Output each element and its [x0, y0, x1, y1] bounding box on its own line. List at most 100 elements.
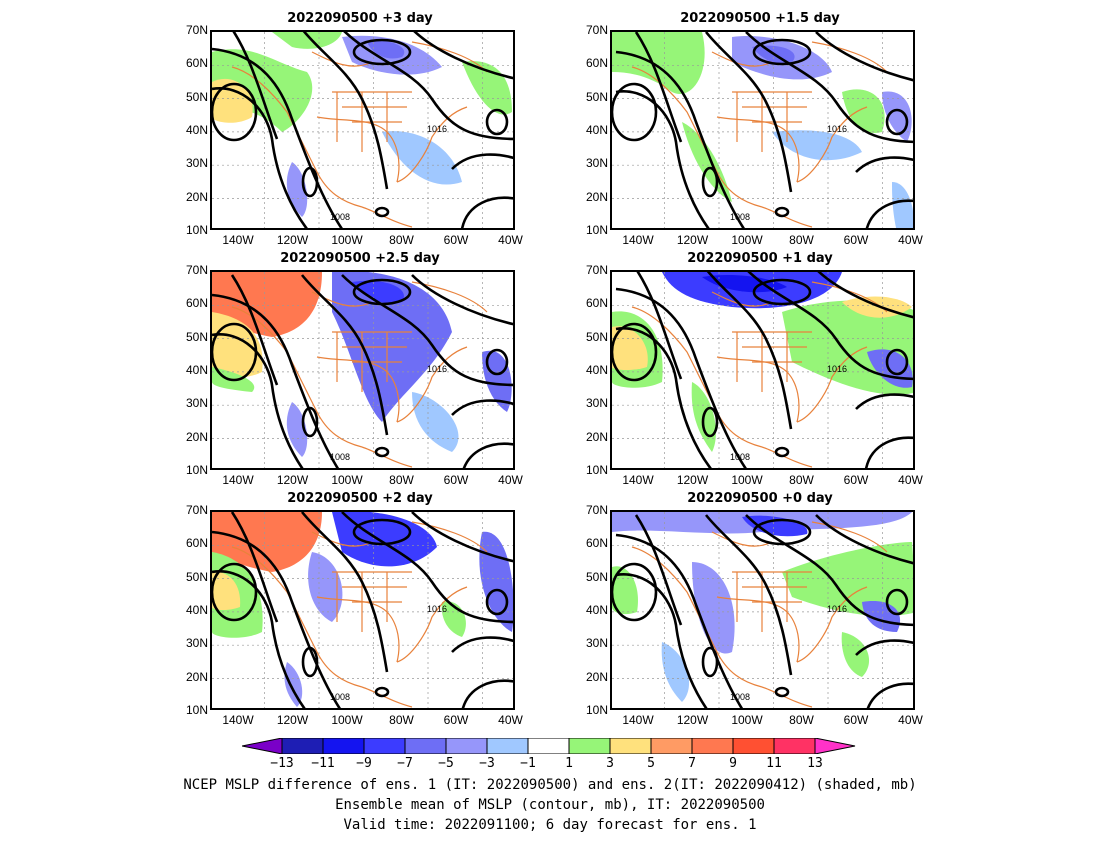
lon-tick-label: 40W — [898, 473, 923, 487]
lat-tick-label: 10N — [185, 462, 208, 477]
colorbar-swatch — [691, 738, 734, 754]
panel-title: 2022090500 +2.5 day — [280, 251, 440, 266]
lat-tick-label: 70N — [585, 503, 608, 517]
contour-loop — [301, 406, 319, 438]
contour-line — [704, 32, 793, 193]
contour-label: 1008 — [330, 212, 350, 222]
contour-line — [411, 274, 513, 326]
mslp-contours — [612, 272, 913, 468]
coastline — [711, 51, 773, 67]
colorbar-swatch — [527, 738, 570, 754]
panel-title: 2022090500 +1.5 day — [680, 11, 840, 26]
shaded-region — [661, 642, 690, 702]
lon-tick-label: 100W — [331, 473, 363, 487]
lon-tick-label: 40W — [898, 233, 923, 247]
contour-loop — [301, 646, 319, 678]
lat-tick-label: 50N — [185, 569, 208, 584]
coastline — [711, 531, 773, 547]
lat-tick-label: 60N — [185, 536, 208, 551]
map-panel-6: 2022090500 +0 day 1016 1008 70N 60N 50N 40N 3… — [580, 490, 940, 730]
contour-loop — [301, 166, 319, 198]
lon-tick-label: 60W — [843, 233, 869, 247]
colorbar-swatch — [732, 738, 775, 754]
coastline — [231, 306, 363, 448]
contour-loop — [701, 646, 719, 678]
contour-line — [343, 32, 513, 141]
contour-label: 1016 — [427, 604, 447, 614]
contour-line — [462, 442, 513, 468]
colorbar-swatch — [609, 738, 652, 754]
contour-line — [461, 679, 513, 708]
map-plot: 1016 1008 — [210, 510, 515, 710]
contour-loop — [885, 588, 909, 616]
panel-title: 2022090500 +3 day — [287, 11, 433, 26]
lon-tick-label: 120W — [676, 233, 709, 247]
contour-line — [855, 156, 913, 173]
lat-tick-label: 10N — [585, 462, 608, 477]
contour-loop — [374, 686, 390, 698]
lat-tick-label: 50N — [585, 329, 608, 344]
contour-line — [300, 274, 389, 436]
lon-tick-label: 140W — [622, 713, 654, 727]
panel-title: 2022090500 +1 day — [687, 251, 833, 266]
map-plot: 1016 1008 — [210, 270, 515, 470]
map-panel-4: 2022090500 +1 day 1016 1008 70N 60N 50N 40N 3… — [580, 250, 940, 490]
mslp-contours — [212, 32, 513, 228]
shaded-region — [782, 542, 913, 616]
colorbar — [242, 738, 856, 754]
colorbar-swatch — [650, 738, 693, 754]
shaded-region — [612, 326, 648, 371]
coastline — [711, 291, 773, 307]
colorbar-label: 9 — [729, 756, 737, 771]
colorbar-swatch — [242, 738, 283, 754]
shaded-region — [308, 552, 343, 622]
contour-line — [230, 512, 279, 623]
coastline — [332, 331, 412, 392]
shaded-region — [462, 61, 512, 115]
contour-loop — [485, 588, 509, 616]
lon-tick-label: 60W — [443, 473, 469, 487]
lat-tick-label: 60N — [185, 296, 208, 311]
contour-line — [302, 32, 389, 190]
contour-loop — [352, 278, 412, 306]
lon-tick-label: 60W — [443, 233, 469, 247]
coastline — [361, 686, 413, 708]
lat-tick-label: 40N — [585, 602, 608, 617]
lon-tick-label: 40W — [898, 713, 923, 727]
colorbar-label: 7 — [688, 756, 696, 771]
shaded-region — [702, 275, 787, 293]
contour-line — [815, 514, 913, 565]
coastline — [411, 521, 488, 553]
colorbar-swatch — [568, 738, 611, 754]
contour-loop — [212, 82, 258, 142]
coastline — [332, 91, 412, 152]
lat-tick-label: 30N — [585, 636, 608, 651]
contour-loop — [612, 322, 658, 382]
shaded-region — [842, 89, 885, 133]
coastline — [311, 291, 373, 307]
contour-line — [855, 393, 913, 410]
mslp-contours — [212, 274, 513, 468]
coastline — [311, 531, 373, 547]
lat-tick-label: 10N — [585, 222, 608, 237]
colorbar-label: −3 — [479, 756, 495, 771]
shaded-region — [612, 566, 638, 615]
colorbar-label: −9 — [356, 756, 372, 771]
shaded-region — [272, 32, 342, 49]
coastline — [311, 51, 373, 67]
contour-line — [636, 272, 683, 380]
lat-tick-label: 20N — [185, 429, 208, 444]
contour-line — [341, 274, 513, 387]
colorbar-swatch — [773, 738, 816, 754]
lon-tick-label: 80W — [789, 473, 814, 487]
lat-tick-label: 20N — [585, 669, 608, 684]
lat-tick-label: 40N — [185, 122, 208, 137]
lat-tick-label: 40N — [585, 362, 608, 377]
lon-tick-label: 80W — [789, 713, 814, 727]
lon-tick-label: 100W — [331, 233, 363, 247]
contour-line — [413, 32, 513, 80]
lat-tick-label: 70N — [585, 23, 608, 37]
mslp-contours — [612, 32, 913, 228]
colorbar-label: 11 — [766, 756, 782, 771]
contour-loop — [374, 446, 390, 458]
